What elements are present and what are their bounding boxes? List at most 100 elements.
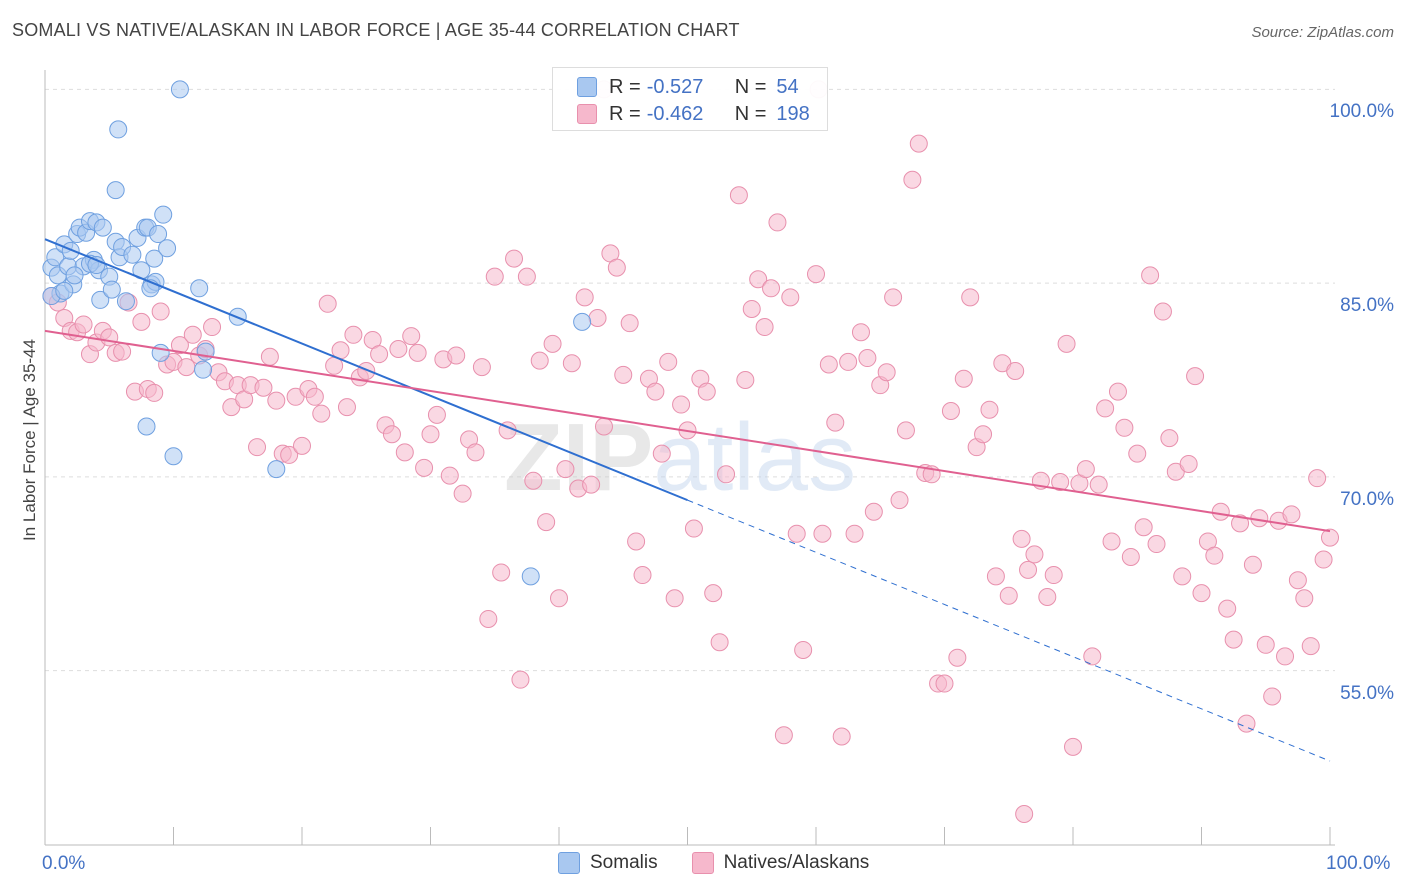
native-point bbox=[717, 465, 736, 484]
native-point bbox=[1288, 571, 1307, 590]
legend-item-somalis[interactable]: Somalis bbox=[558, 852, 658, 874]
native-point bbox=[370, 345, 389, 364]
legend-item-natives[interactable]: Natives/Alaskans bbox=[691, 852, 870, 874]
native-point bbox=[1153, 302, 1172, 321]
native-point bbox=[485, 267, 504, 286]
native-point bbox=[382, 425, 401, 444]
native-point bbox=[389, 340, 408, 358]
native-point bbox=[1083, 647, 1102, 666]
native-point bbox=[1076, 460, 1095, 479]
native-point bbox=[710, 633, 729, 652]
native-point bbox=[909, 134, 928, 153]
native-point bbox=[839, 352, 858, 371]
watermark-atlas: atlas bbox=[653, 404, 856, 511]
native-point bbox=[305, 387, 324, 406]
native-point bbox=[1173, 567, 1192, 586]
somali-point bbox=[170, 80, 189, 99]
somali-point bbox=[521, 567, 540, 586]
native-point bbox=[813, 524, 832, 543]
somali-point bbox=[109, 120, 128, 139]
native-point bbox=[1263, 687, 1282, 706]
somali-point bbox=[149, 225, 168, 244]
native-point bbox=[896, 421, 915, 440]
native-point bbox=[254, 378, 273, 397]
native-point bbox=[1064, 737, 1082, 756]
native-point bbox=[1141, 266, 1160, 285]
native-point bbox=[755, 318, 774, 337]
somali-point bbox=[61, 241, 80, 260]
native-point bbox=[1179, 454, 1198, 473]
native-point bbox=[1038, 588, 1057, 606]
native-point bbox=[1147, 535, 1166, 554]
native-point bbox=[1211, 502, 1230, 521]
native-point bbox=[447, 346, 466, 365]
native-point bbox=[248, 438, 267, 457]
native-point bbox=[826, 413, 845, 432]
native-point bbox=[704, 584, 723, 603]
native-point bbox=[145, 383, 164, 402]
native-point bbox=[151, 302, 170, 321]
axes bbox=[44, 70, 1335, 846]
x-tick-min: 0.0% bbox=[42, 853, 86, 874]
natives-trend-line bbox=[44, 329, 1331, 533]
native-point bbox=[794, 640, 813, 659]
native-point bbox=[851, 323, 870, 342]
native-point bbox=[1057, 334, 1076, 353]
native-point bbox=[774, 726, 793, 745]
native-point bbox=[1051, 473, 1070, 492]
native-point bbox=[672, 395, 691, 414]
native-point bbox=[986, 567, 1005, 586]
r-value: -0.462 bbox=[646, 102, 704, 125]
somali-point bbox=[151, 343, 170, 362]
native-point bbox=[550, 589, 568, 608]
native-point bbox=[594, 417, 613, 436]
somalis-trend-extension bbox=[687, 499, 1331, 762]
native-point bbox=[1256, 635, 1275, 654]
native-point bbox=[427, 405, 446, 424]
native-point bbox=[1006, 361, 1025, 380]
native-point bbox=[357, 361, 376, 380]
n-label: N = bbox=[734, 102, 767, 125]
y-tick-55: 55.0% bbox=[1340, 682, 1394, 704]
native-point bbox=[312, 404, 331, 423]
native-point bbox=[1321, 528, 1339, 547]
native-point bbox=[877, 363, 896, 382]
native-point bbox=[665, 589, 684, 608]
somali-point bbox=[91, 290, 110, 309]
native-point bbox=[620, 314, 639, 333]
r-label: R = bbox=[609, 75, 641, 98]
native-point bbox=[517, 267, 536, 286]
native-point bbox=[864, 502, 883, 521]
somali-point bbox=[102, 280, 121, 299]
native-point bbox=[582, 475, 601, 494]
native-point bbox=[203, 318, 222, 337]
native-point bbox=[1012, 529, 1031, 548]
native-point bbox=[1224, 630, 1243, 649]
grid-lines bbox=[45, 88, 1335, 672]
native-point bbox=[948, 648, 967, 667]
native-point bbox=[1205, 546, 1224, 565]
native-point bbox=[659, 352, 678, 371]
native-point bbox=[505, 249, 524, 268]
native-point bbox=[980, 400, 999, 419]
n-value: 54 bbox=[776, 75, 799, 98]
natives-swatch bbox=[691, 852, 714, 874]
native-point bbox=[556, 460, 575, 479]
native-point bbox=[762, 279, 781, 298]
somali-point bbox=[46, 248, 65, 267]
native-point bbox=[395, 443, 414, 462]
natives-swatch bbox=[577, 104, 597, 124]
native-point bbox=[845, 524, 864, 543]
native-point bbox=[524, 471, 543, 490]
native-point bbox=[858, 349, 877, 368]
somali-point bbox=[93, 218, 112, 237]
native-point bbox=[1276, 647, 1295, 666]
legend-label: Natives/Alaskans bbox=[723, 852, 870, 873]
native-point bbox=[100, 328, 119, 347]
native-point bbox=[1015, 805, 1034, 823]
native-point bbox=[344, 325, 363, 344]
native-point bbox=[1186, 367, 1205, 386]
native-point bbox=[768, 213, 787, 232]
native-point bbox=[935, 674, 954, 693]
native-point bbox=[729, 186, 748, 205]
